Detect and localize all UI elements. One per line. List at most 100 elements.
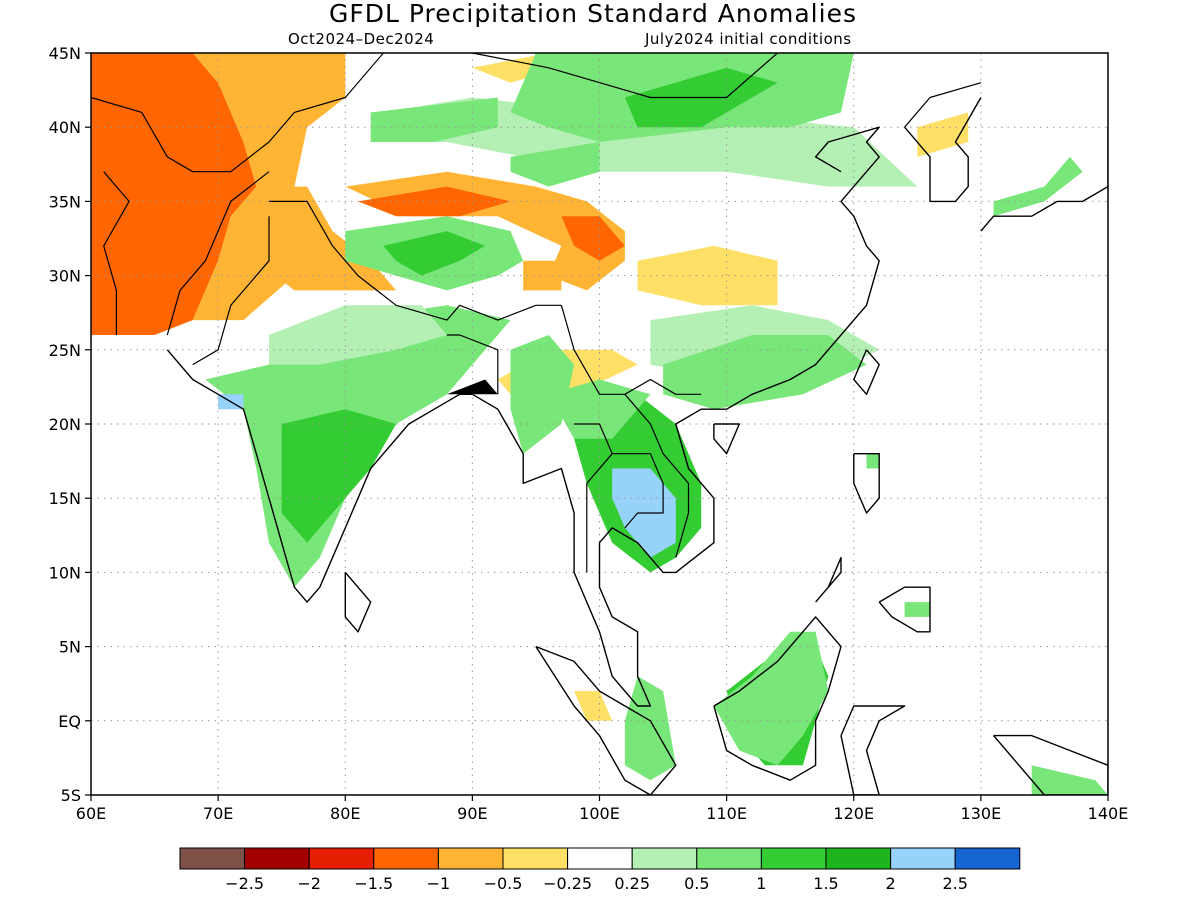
colorbar-swatch: [437, 847, 504, 870]
coastline-hainan: [713, 423, 740, 455]
x-tick-label: 110E: [706, 804, 747, 823]
y-tick-label: 10N: [49, 563, 81, 582]
y-tick-label: 35N: [49, 192, 81, 211]
anomaly-region-yellow-sumatra: [574, 691, 613, 721]
anomaly-region-green-dark-central-india: [281, 409, 397, 543]
coastline-india-coast: [166, 349, 473, 603]
colorbar-label: −2.5: [225, 874, 264, 893]
x-tick-label: 90E: [457, 804, 487, 823]
anomaly-region-green-mid-mindanao: [904, 602, 930, 617]
y-tick-label: 5N: [59, 638, 81, 657]
colorbar-swatch: [308, 847, 375, 870]
anomaly-region-yellow-north-korea: [917, 112, 969, 157]
x-tick-label: 100E: [579, 804, 620, 823]
colorbar-swatch: [244, 847, 310, 870]
x-tick-label: 60E: [76, 804, 106, 823]
anomaly-region-red-qinghai: [561, 216, 625, 261]
y-tick-label: 40N: [49, 118, 81, 137]
colorbar-label: 0.5: [684, 874, 709, 893]
anomaly-region-green-mid-burma: [510, 335, 575, 454]
anomaly-region-green-mid-borneo: [713, 631, 829, 766]
x-tick-label: 120E: [833, 804, 874, 823]
colorbar-swatch: [954, 847, 1021, 870]
delta-ganges-delta: [446, 379, 498, 395]
colorbar-label: 1: [756, 874, 766, 893]
x-tick-label: 140E: [1088, 804, 1129, 823]
anomaly-fill-layer: [91, 53, 1108, 795]
anomaly-region-green-light-kazakh-band: [370, 97, 918, 187]
border-thai-burma: [574, 423, 613, 573]
border-central-asia: [91, 53, 384, 173]
colorbar-swatch: [696, 847, 762, 870]
border-china-mongolia: [471, 53, 779, 99]
x-tick-label: 80E: [330, 804, 360, 823]
coastline-japan: [980, 127, 1108, 232]
colorbar: −2.5 −2 −1.5 −1 −0.5 −0.25 0.25 0.5 1 1.5 2 2.5: [179, 847, 1021, 893]
y-tick-label: 25N: [49, 341, 81, 360]
colorbar-label: 1.5: [813, 874, 838, 893]
x-tick-label: 130E: [961, 804, 1002, 823]
border-iran-afghan-pak: [103, 171, 130, 335]
anomaly-region-red-iran-afghan: [91, 53, 257, 335]
colorbar-swatch: [825, 847, 892, 870]
y-tick-label: 30N: [49, 267, 81, 286]
anomaly-region-green-mid-japan: [993, 156, 1083, 217]
coastline-palawan: [815, 556, 842, 603]
colorbar-label: −2: [297, 874, 321, 893]
border-thai-laos: [612, 453, 664, 529]
colorbar-label: −0.5: [484, 874, 523, 893]
coastline-luzon: [853, 453, 880, 514]
border-india-pak: [192, 216, 270, 366]
border-china-korea: [904, 82, 982, 128]
y-tick-label: EQ: [58, 712, 81, 731]
anomaly-region-green-mid-luzon: [866, 453, 880, 469]
anomaly-region-orange-west-china: [192, 53, 346, 321]
colorbar-swatch: [760, 847, 827, 870]
colorbar-label: −1.5: [354, 874, 393, 893]
border-bangladesh: [446, 334, 499, 395]
colorbar-swatch: [373, 847, 439, 870]
colorbar-swatch: [179, 847, 246, 870]
y-tick-label: 20N: [49, 415, 81, 434]
y-tick-label: 5S: [61, 786, 81, 805]
border-india-china: [269, 200, 562, 321]
axis-tick-layer: 60E 70E 80E 90E 100E 110E 120E 130E 140E 45N 40N 35…: [49, 44, 1129, 823]
coastline-bay-east-coast: [472, 126, 880, 707]
coastline-taiwan: [853, 349, 880, 395]
colorbar-label: 2.5: [942, 874, 967, 893]
colorbar-label: −1: [427, 874, 451, 893]
anomaly-region-green-mid-south-china: [663, 335, 867, 410]
anomaly-region-green-mid-qaidam: [510, 142, 600, 187]
coastline-borneo: [713, 616, 842, 781]
colorbar-swatch: [567, 847, 633, 870]
map-title: GFDL Precipitation Standard Anomalies: [329, 0, 857, 28]
anomaly-region-orange-sichuan: [523, 260, 562, 291]
coastline-sumatra: [535, 645, 677, 795]
y-tick-label: 45N: [49, 44, 81, 63]
coastline-layer: [91, 53, 1108, 795]
anomaly-region-red-tibet-band: [358, 186, 511, 217]
anomaly-region-green-mid-new-guinea: [1031, 765, 1108, 795]
colorbar-swatch: [890, 847, 956, 870]
border-pak-afghan: [166, 171, 270, 336]
colorbar-label: −0.25: [543, 874, 592, 893]
anomaly-region-green-mid-sumatra: [624, 676, 676, 781]
y-tick-label: 15N: [49, 489, 81, 508]
coastline-sulawesi: [840, 705, 906, 795]
anomaly-region-green-mid-xinjiang: [370, 97, 498, 142]
colorbar-swatch: [631, 847, 698, 870]
colorbar-swatch: [502, 847, 569, 870]
border-laos-vietnam: [624, 393, 690, 558]
coastline-sri-lanka: [344, 571, 372, 633]
forecast-period: Oct2024–Dec2024: [288, 30, 434, 48]
initial-conditions: July2024 initial conditions: [644, 30, 852, 48]
anomaly-region-green-dark-tibet: [383, 231, 486, 276]
coastline-new-guinea: [993, 734, 1108, 795]
coastline-mindanao: [878, 586, 931, 633]
x-tick-label: 70E: [203, 804, 233, 823]
anomaly-region-yellow-central: [637, 245, 778, 306]
coastline-korea: [904, 97, 982, 203]
colorbar-label: 0.25: [614, 874, 650, 893]
colorbar-label: 2: [886, 874, 896, 893]
